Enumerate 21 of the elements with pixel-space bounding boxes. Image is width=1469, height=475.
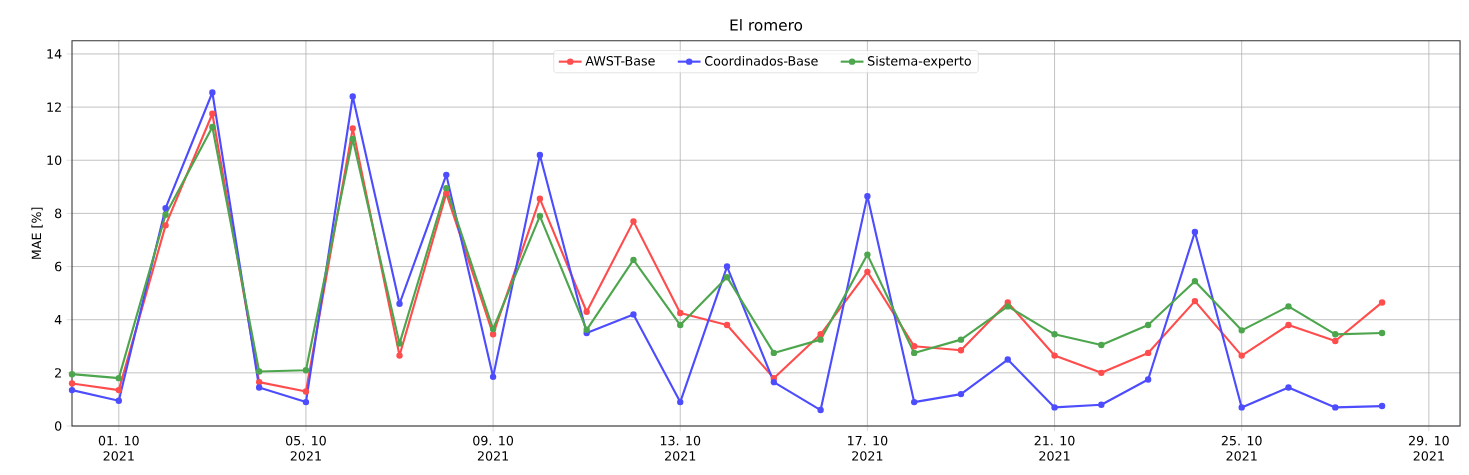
chart-title: El romero — [730, 18, 803, 31]
legend-label: AWST-Base — [585, 56, 655, 66]
x-tick-label: 29. 10 2021 — [1408, 435, 1449, 461]
x-tick-label: 25. 10 2021 — [1221, 435, 1262, 461]
x-tick-label: 05. 10 2021 — [285, 435, 326, 461]
x-tick-label: 17. 10 2021 — [847, 435, 888, 461]
y-axis-title: MAE [%] — [31, 207, 43, 259]
legend-label: Sistema-experto — [868, 55, 971, 69]
y-tick-label: 4 — [54, 315, 62, 325]
x-tick-label: 01. 10 2021 — [98, 435, 139, 461]
y-tick-label: 14 — [47, 49, 62, 59]
x-tick-label: 13. 10 2021 — [660, 435, 701, 461]
y-tick-label: 12 — [47, 102, 61, 112]
y-tick-label: 8 — [54, 208, 62, 219]
y-tick-label: 0 — [54, 421, 62, 431]
x-tick-label: 21. 10 2021 — [1034, 435, 1075, 461]
y-tick-label: 6 — [55, 261, 62, 272]
legend-label: Coordinados-Base — [705, 55, 818, 66]
x-tick-label: 09. 10 2021 — [473, 435, 514, 461]
y-tick-label: 2 — [55, 368, 61, 378]
y-tick-label: 10 — [47, 155, 62, 166]
